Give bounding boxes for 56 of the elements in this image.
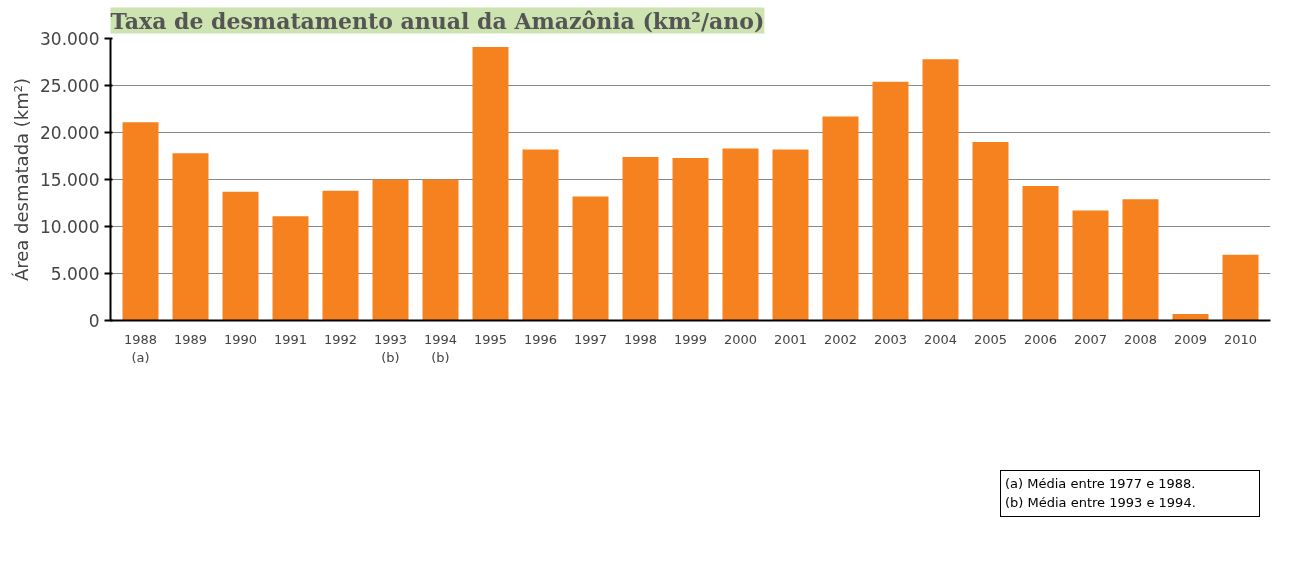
x-tick-label: 1994 (b) (423, 331, 458, 365)
bar (772, 149, 809, 321)
bar (972, 141, 1009, 321)
y-tick-label: 25.000 (40, 76, 100, 96)
x-tick-label: 1997 (573, 331, 608, 347)
bar (122, 122, 159, 321)
y-tick-label: 10.000 (40, 217, 100, 237)
bar (372, 179, 409, 321)
bar (522, 149, 559, 321)
x-tick-label: 2001 (773, 331, 808, 347)
x-tick-label: 2005 (973, 331, 1008, 347)
x-tick-label: 1993 (b) (373, 331, 408, 365)
bar (622, 156, 659, 321)
x-tick-label: 2004 (923, 331, 958, 347)
bar (1022, 186, 1059, 321)
bar (722, 148, 759, 321)
x-tick-label: 2010 (1223, 331, 1258, 347)
x-tick-label: 1995 (473, 331, 508, 347)
bar (922, 59, 959, 321)
bar (1172, 313, 1209, 321)
y-axis-title: Área desmatada (km²) (11, 77, 33, 282)
y-tick-label: 30.000 (40, 29, 100, 49)
x-tick-label: 2000 (723, 331, 758, 347)
bar (1222, 254, 1259, 321)
bar (872, 81, 909, 321)
y-tick-label: 15.000 (40, 170, 100, 190)
bar (1122, 199, 1159, 321)
x-tick-label: 2002 (823, 331, 858, 347)
x-tick-label: 1990 (223, 331, 258, 347)
x-tick-label: 2008 (1123, 331, 1158, 347)
bar (172, 153, 209, 321)
x-tick-label: 2006 (1023, 331, 1058, 347)
x-tick-label: 1999 (673, 331, 708, 347)
text: (a) Média entre 1977 e 1988. (b) Média entre 1993 e 1994. (1005, 475, 1196, 512)
x-tick-label: 1996 (523, 331, 558, 347)
x-tick-label: 1992 (323, 331, 358, 347)
bar (322, 190, 359, 321)
y-tick-label: 5.000 (50, 264, 100, 284)
x-tick-label: 2009 (1173, 331, 1208, 347)
x-tick-label: 1989 (173, 331, 208, 347)
x-tick-label: 1998 (623, 331, 658, 347)
bar (572, 196, 609, 321)
y-tick-label: 20.000 (40, 123, 100, 143)
bar (1072, 210, 1109, 321)
chart-title: Taxa de desmatamento anual da Amazônia (km²/ano) (110, 7, 765, 34)
x-tick-label: 2007 (1073, 331, 1108, 347)
bar (822, 116, 859, 321)
x-tick-label: 2003 (873, 331, 908, 347)
x-tick-label: 1988 (a) (123, 331, 158, 365)
bar (422, 179, 459, 321)
bar (272, 216, 309, 321)
x-tick-label: 1991 (273, 331, 308, 347)
y-tick-label: 0 (88, 311, 100, 331)
bar (472, 46, 509, 321)
bar (222, 191, 259, 321)
bar (672, 157, 709, 321)
